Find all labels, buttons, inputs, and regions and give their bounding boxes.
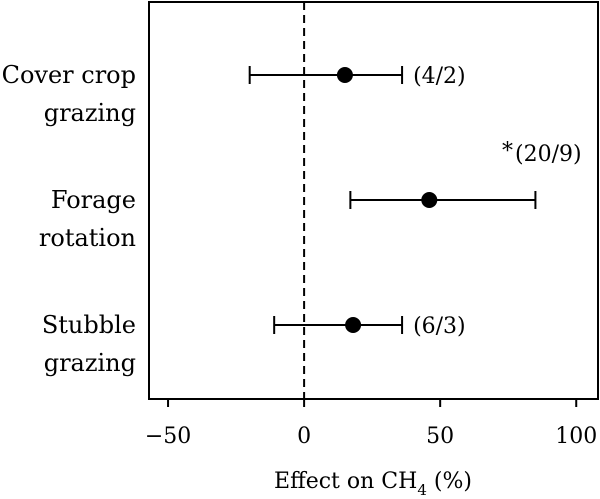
estimate-row: Cover crop grazing (4/2) bbox=[2, 61, 466, 127]
category-label-line: Cover crop bbox=[2, 61, 136, 89]
plot-frame bbox=[148, 1, 599, 400]
count-annotation: (6/3) bbox=[413, 314, 466, 339]
x-tick-label: 100 bbox=[555, 424, 597, 449]
estimate-row: Forage rotation * (20/9) bbox=[39, 139, 582, 252]
point-estimate bbox=[421, 192, 438, 208]
category-label: Cover crop grazing bbox=[2, 61, 136, 127]
category-label-line: Forage bbox=[51, 186, 136, 214]
count-annotation: (20/9) bbox=[515, 142, 582, 167]
x-tick-label: 50 bbox=[426, 424, 454, 449]
x-axis-label: Effect on CH4 (%) bbox=[274, 469, 472, 499]
category-label-line: rotation bbox=[39, 224, 136, 252]
category-label: Stubble grazing bbox=[42, 311, 136, 377]
point-estimate bbox=[336, 67, 353, 83]
category-label: Forage rotation bbox=[39, 186, 136, 252]
significance-marker: * bbox=[502, 139, 513, 164]
count-annotation: (4/2) bbox=[413, 64, 466, 89]
category-label-line: grazing bbox=[44, 349, 136, 377]
estimate-row: Stubble grazing (6/3) bbox=[42, 311, 466, 377]
point-estimate bbox=[345, 317, 362, 333]
x-tick-label: −50 bbox=[145, 424, 191, 449]
category-label-line: grazing bbox=[44, 99, 136, 127]
category-label-line: Stubble bbox=[42, 311, 136, 339]
x-tick-label: 0 bbox=[297, 424, 311, 449]
